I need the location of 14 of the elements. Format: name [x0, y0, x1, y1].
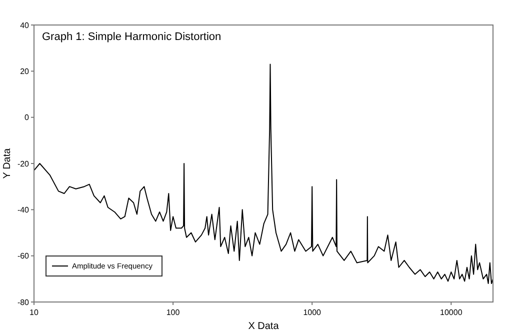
text: Graph 1: Simple Harmonic Distortion	[42, 31, 222, 43]
x-axis-title: X Data	[248, 321, 280, 332]
x-tick-label: 1000	[303, 308, 322, 317]
y-axis-title: Y Data	[2, 148, 13, 179]
x-tick-label: 100	[166, 308, 180, 317]
x-tick-label: 10000	[440, 308, 463, 317]
y-tick-label: -20	[17, 159, 30, 168]
y-tick-label: 0	[24, 113, 30, 122]
x-tick-label: 10	[30, 308, 39, 317]
y-tick-label: 20	[20, 66, 30, 76]
y-tick-label: -80	[17, 298, 30, 307]
y-tick-label: 40	[20, 20, 30, 30]
y-tick-label: -60	[17, 252, 30, 261]
y-tick-label: -40	[17, 205, 30, 214]
